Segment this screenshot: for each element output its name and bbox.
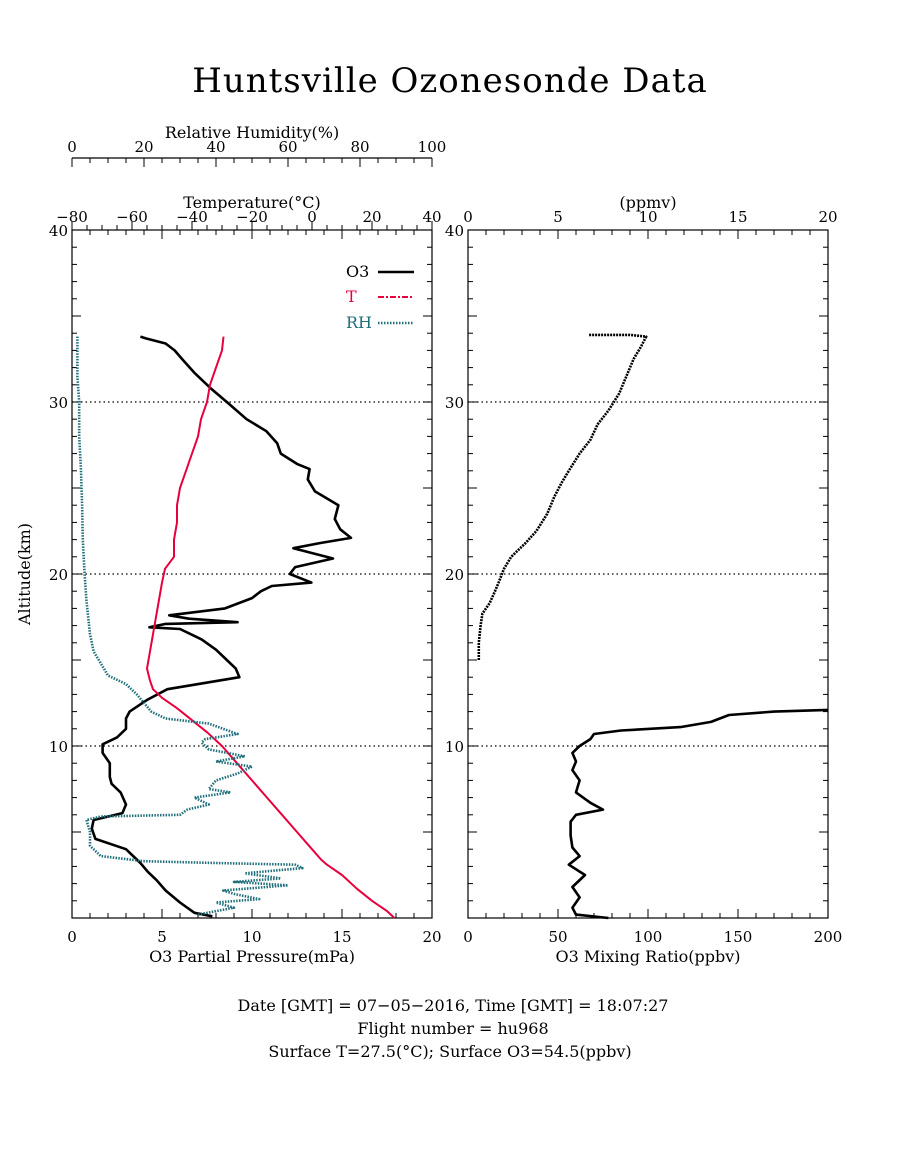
series-line-t (146, 336, 396, 919)
temperature-tick-label: −60 (116, 208, 148, 226)
rh-tick-label: 0 (67, 138, 77, 156)
series-line-o3 (90, 335, 353, 918)
ppmv-tick-label: 15 (728, 208, 747, 226)
o3-pressure-tick-label: 10 (242, 928, 261, 946)
mixing-ratio-tick-label: 0 (463, 928, 473, 946)
series-line-mixing-ratio-lower (567, 708, 829, 920)
o3-pressure-axis-label: O3 Partial Pressure(mPa) (149, 947, 355, 966)
altitude-axis-label: Altitude(km) (15, 523, 34, 626)
footer-flight-number: Flight number = hu968 (357, 1019, 548, 1038)
series-line-rh (76, 336, 304, 916)
o3-pressure-tick-label: 15 (332, 928, 351, 946)
o3-pressure-tick-label: 20 (422, 928, 441, 946)
rh-axis-label: Relative Humidity(%) (165, 123, 339, 142)
legend-label-rh: RH (346, 313, 372, 332)
ppmv-tick-label: 0 (463, 208, 473, 226)
mixing-ratio-axis-label: O3 Mixing Ratio(ppbv) (555, 947, 740, 966)
y-tick-label-30: 30 (445, 394, 464, 412)
footer-surface-values: Surface T=27.5(°C); Surface O3=54.5(ppbv… (268, 1042, 631, 1061)
y-tick-label-40: 40 (49, 222, 68, 240)
ppmv-tick-label: 10 (638, 208, 657, 226)
mixing-ratio-tick-label: 50 (548, 928, 567, 946)
mixing-ratio-tick-label: 150 (724, 928, 753, 946)
y-tick-label-10: 10 (49, 738, 68, 756)
right-series (477, 333, 829, 920)
mixing-ratio-tick-label: 200 (814, 928, 843, 946)
temperature-tick-label: 40 (422, 208, 441, 226)
ppmv-axis-label: (ppmv) (619, 193, 676, 212)
rh-tick-label: 80 (350, 138, 369, 156)
temperature-tick-label: 20 (362, 208, 381, 226)
right-tick-marks (467, 230, 829, 918)
left-panel: 10 20 30 40 0 5 10 15 20 −80 −60 −40 −20 0 20 40 0 20 40 60… (15, 123, 446, 966)
temperature-tick-label: −40 (176, 208, 208, 226)
right-grid (468, 401, 828, 747)
left-tick-marks (71, 158, 433, 918)
ppmv-tick-label: 5 (553, 208, 563, 226)
chart-title: Huntsville Ozonesonde Data (192, 61, 708, 101)
mixing-ratio-tick-label: 100 (634, 928, 663, 946)
y-tick-label-20: 20 (445, 566, 464, 584)
y-tick-label-20: 20 (49, 566, 68, 584)
ppmv-tick-label: 20 (818, 208, 837, 226)
left-grid (72, 401, 432, 747)
rh-tick-label: 60 (278, 138, 297, 156)
y-tick-label-30: 30 (49, 394, 68, 412)
legend-label-o3: O3 (346, 262, 369, 281)
left-tick-labels: 10 20 30 40 0 5 10 15 20 −80 −60 −40 −20 0 20 40 0 20 40 60… (49, 138, 446, 946)
o3-pressure-tick-label: 0 (67, 928, 77, 946)
left-series (76, 335, 396, 919)
legend-label-t: T (346, 287, 357, 306)
rh-tick-label: 40 (206, 138, 225, 156)
o3-pressure-tick-label: 5 (157, 928, 167, 946)
y-tick-label-40: 40 (445, 222, 464, 240)
series-line-mixing-ratio-upper (477, 333, 648, 660)
footer-date-time: Date [GMT] = 07−05−2016, Time [GMT] = 18… (238, 996, 669, 1015)
rh-tick-label: 20 (134, 138, 153, 156)
y-tick-label-10: 10 (445, 738, 464, 756)
rh-tick-label: 100 (418, 138, 447, 156)
legend: O3 T RH (346, 262, 414, 332)
temperature-tick-label: −80 (56, 208, 88, 226)
temperature-tick-label: −20 (236, 208, 268, 226)
temp-axis-label: Temperature(°C) (183, 193, 321, 212)
temperature-tick-label: 0 (307, 208, 317, 226)
